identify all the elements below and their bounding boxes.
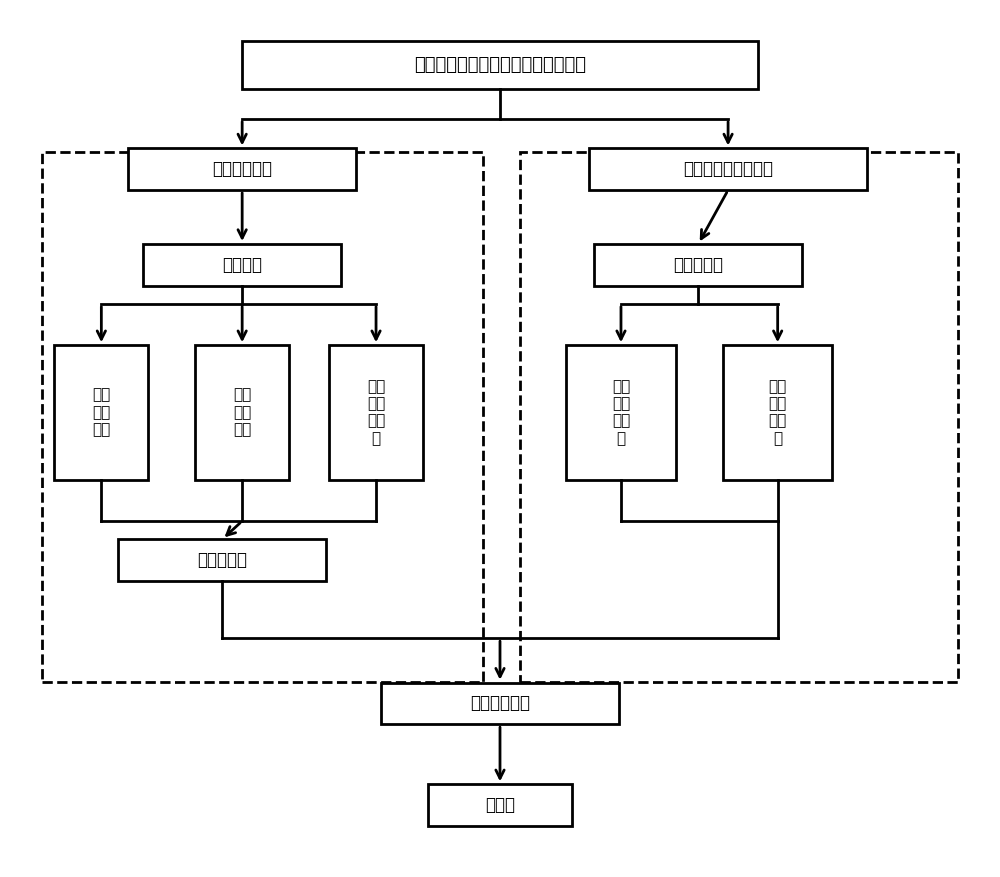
Bar	[42, 152, 483, 681]
Text: 数据采集单元: 数据采集单元	[470, 695, 530, 712]
Text: 土样控制系统: 土样控制系统	[212, 160, 272, 178]
Bar	[242, 41, 758, 89]
Text: 非饱和土样: 非饱和土样	[673, 256, 723, 274]
Bar	[428, 784, 572, 826]
Text: 含水
率测
试单
元: 含水 率测 试单 元	[612, 379, 630, 446]
Bar	[723, 346, 832, 480]
Bar	[566, 346, 676, 480]
Bar	[195, 346, 289, 480]
Text: 饱和土样: 饱和土样	[222, 256, 262, 274]
Bar	[589, 148, 867, 190]
Bar	[520, 152, 958, 681]
Text: 压力
控制
单元: 压力 控制 单元	[233, 388, 251, 438]
Text: 水质
量测
量单
元: 水质 量测 量单 元	[367, 379, 385, 446]
Bar	[381, 682, 619, 724]
Bar	[128, 148, 356, 190]
Text: 计算机: 计算机	[485, 796, 515, 814]
Bar	[143, 244, 341, 286]
Text: 热物性参数测试系统: 热物性参数测试系统	[683, 160, 773, 178]
Bar	[594, 244, 802, 286]
Text: 非饱和土样: 非饱和土样	[197, 551, 247, 569]
Text: 热物
性测
试单
元: 热物 性测 试单 元	[769, 379, 787, 446]
Text: 压力
板仪
单元: 压力 板仪 单元	[92, 388, 110, 438]
Bar	[118, 539, 326, 581]
Bar	[329, 346, 423, 480]
Text: 非饱和土热物性参数测试系统及方法: 非饱和土热物性参数测试系统及方法	[414, 56, 586, 74]
Bar	[54, 346, 148, 480]
